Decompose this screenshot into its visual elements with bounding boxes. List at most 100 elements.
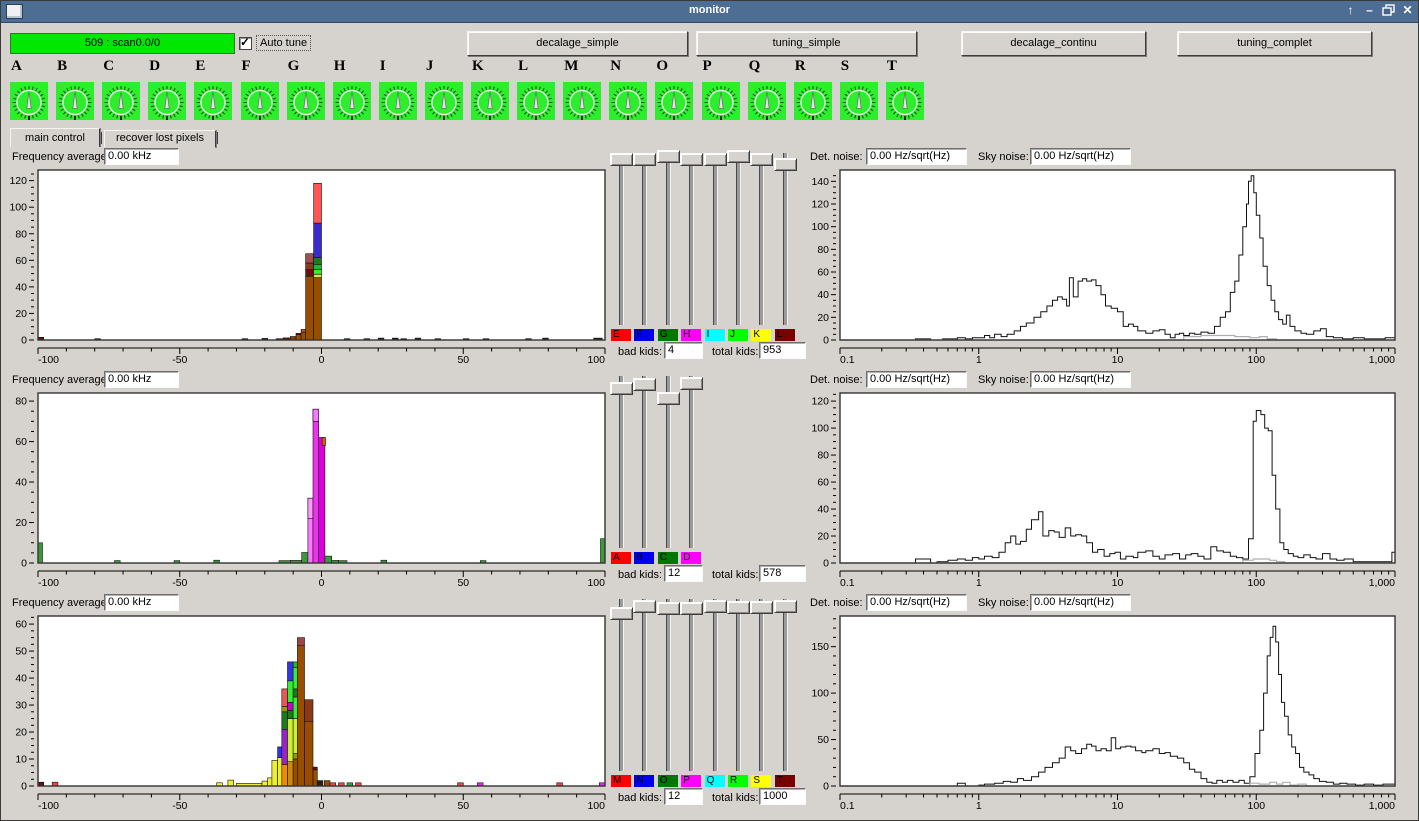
svg-text:100: 100: [1248, 577, 1266, 589]
total-kids-label: total kids:: [712, 346, 759, 358]
detector-label-I: I: [379, 58, 386, 74]
auto-tune-checkbox[interactable]: ✓: [239, 35, 252, 50]
kid-slider-N[interactable]: [633, 595, 657, 773]
kid-slider-M[interactable]: [610, 595, 633, 773]
slider-handle[interactable]: [633, 600, 657, 613]
slider-handle[interactable]: [633, 153, 657, 166]
svg-text:80: 80: [817, 450, 829, 462]
minimize-button[interactable]: –: [1366, 3, 1373, 17]
det-noise-input[interactable]: 0.00 Hz/sqrt(Hz): [866, 594, 967, 611]
svg-text:1: 1: [976, 800, 982, 812]
scan-status-display: 509 : scan0.0/0: [10, 33, 235, 54]
tab-main-control[interactable]: main control: [10, 128, 100, 147]
slider-handle[interactable]: [656, 392, 680, 405]
shade-button[interactable]: ↑: [1347, 3, 1354, 17]
slider-handle[interactable]: [680, 602, 704, 615]
kid-slider-H[interactable]: [680, 149, 704, 327]
kid-slider-P[interactable]: [680, 595, 704, 773]
slider-track: [782, 153, 788, 325]
kid-slider-O[interactable]: [656, 595, 680, 773]
svg-text:0: 0: [319, 577, 325, 589]
sky-noise-input[interactable]: 0.00 Hz/sqrt(Hz): [1030, 148, 1131, 165]
kid-slider-D[interactable]: [680, 372, 704, 550]
slider-handle[interactable]: [656, 602, 680, 615]
auto-tune-label[interactable]: Auto tune: [256, 35, 312, 51]
kid-color-chip-P: P: [681, 775, 702, 787]
kid-slider-B[interactable]: [633, 372, 657, 550]
kid-slider-C[interactable]: [656, 372, 680, 550]
kid-slider-T[interactable]: [773, 595, 797, 773]
kid-slider-R[interactable]: [727, 595, 750, 773]
slider-handle[interactable]: [750, 153, 774, 166]
total-kids-input[interactable]: 1000: [759, 788, 806, 805]
kid-color-chip-O: O: [657, 775, 678, 787]
kid-slider-A[interactable]: [610, 372, 633, 550]
kid-color-chip-R: R: [728, 775, 748, 787]
window-icon[interactable]: [6, 4, 23, 19]
slider-handle[interactable]: [610, 382, 633, 395]
maximize-button[interactable]: [1380, 3, 1397, 18]
svg-text:100: 100: [811, 688, 829, 700]
slider-handle[interactable]: [773, 158, 797, 171]
check-icon: ✓: [240, 35, 251, 49]
slider-track: [689, 376, 695, 548]
kid-slider-E[interactable]: [610, 149, 633, 327]
detector-label-G: G: [287, 58, 300, 74]
svg-text:0: 0: [21, 558, 27, 570]
slider-track: [736, 599, 741, 771]
slider-track: [689, 153, 695, 325]
slider-handle[interactable]: [703, 600, 727, 613]
svg-text:100: 100: [587, 577, 605, 589]
decalage-continu-button[interactable]: decalage_continu: [961, 31, 1146, 56]
slider-handle[interactable]: [750, 601, 774, 614]
kid-slider-I[interactable]: [703, 149, 727, 327]
slider-handle[interactable]: [727, 601, 750, 614]
dial-E: [194, 82, 233, 120]
slider-handle[interactable]: [656, 150, 680, 163]
det-noise-input[interactable]: 0.00 Hz/sqrt(Hz): [866, 371, 967, 388]
frequency-average-input[interactable]: 0.00 kHz: [104, 594, 179, 611]
kid-color-chip-Q: Q: [704, 775, 725, 787]
sky-noise-input[interactable]: 0.00 Hz/sqrt(Hz): [1030, 371, 1131, 388]
close-button[interactable]: ✕: [1402, 3, 1413, 17]
tuning-complet-button[interactable]: tuning_complet: [1177, 31, 1372, 56]
kid-slider-Q[interactable]: [703, 595, 727, 773]
kid-slider-J[interactable]: [727, 149, 750, 327]
svg-text:0: 0: [823, 781, 829, 793]
total-kids-input[interactable]: 953: [759, 342, 806, 359]
slider-handle[interactable]: [633, 378, 657, 391]
decalage-simple-button[interactable]: decalage_simple: [467, 31, 688, 56]
det-noise-input[interactable]: 0.00 Hz/sqrt(Hz): [866, 148, 967, 165]
slider-handle[interactable]: [680, 377, 704, 390]
tuning-simple-button[interactable]: tuning_simple: [696, 31, 917, 56]
total-kids-input[interactable]: 578: [759, 565, 806, 582]
kid-slider-K[interactable]: [750, 149, 774, 327]
slider-handle[interactable]: [680, 153, 704, 166]
det-noise-label: Det. noise:: [810, 597, 863, 609]
slider-track: [619, 599, 624, 771]
frequency-average-input[interactable]: 0.00 kHz: [104, 148, 179, 165]
slider-handle[interactable]: [610, 153, 633, 166]
kid-color-chip-E: E: [611, 329, 631, 341]
slider-handle[interactable]: [703, 153, 727, 166]
svg-text:60: 60: [15, 255, 27, 267]
tab-recover-lost-pixels[interactable]: recover lost pixels: [104, 130, 216, 148]
kid-slider-S[interactable]: [750, 595, 774, 773]
kid-slider-G[interactable]: [656, 149, 680, 327]
bad-kids-input[interactable]: 12: [664, 788, 703, 805]
slider-handle[interactable]: [773, 600, 797, 613]
bad-kids-input[interactable]: 4: [664, 342, 703, 359]
frequency-offset-histogram: 0 20 40 60 80 100 120 -100 -50 0 50 100: [8, 167, 608, 367]
svg-text:-50: -50: [172, 800, 187, 812]
sky-noise-input[interactable]: 0.00 Hz/sqrt(Hz): [1030, 594, 1131, 611]
slider-handle[interactable]: [727, 150, 750, 163]
dial-R: [793, 82, 832, 120]
svg-text:20: 20: [15, 727, 27, 739]
kid-slider-F[interactable]: [633, 149, 657, 327]
bad-kids-input[interactable]: 12: [664, 565, 703, 582]
frequency-average-input[interactable]: 0.00 kHz: [104, 371, 179, 388]
slider-handle[interactable]: [610, 607, 633, 620]
kid-slider-L[interactable]: [773, 149, 797, 327]
detector-label-H: H: [333, 58, 346, 74]
